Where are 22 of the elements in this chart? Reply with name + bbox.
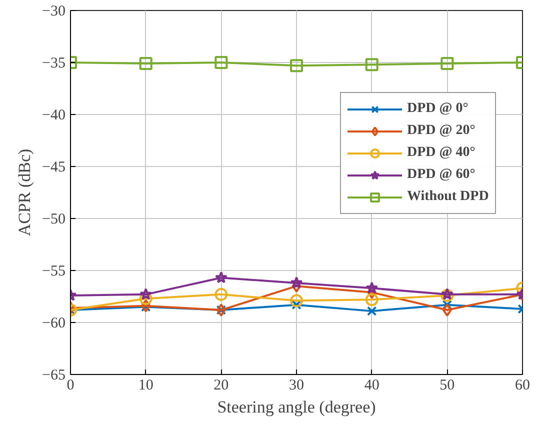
x-tick-label: 60: [515, 378, 530, 394]
x-axis-title: Steering angle (degree): [217, 398, 376, 416]
x-tick-label: 30: [289, 378, 304, 394]
legend-label: DPD @ 60°: [407, 167, 476, 183]
y-tick-label: −50: [42, 212, 66, 228]
x-tick-label: 20: [214, 378, 229, 394]
legend-label: Without DPD: [407, 189, 489, 205]
x-tick-label: 50: [440, 378, 455, 394]
x-tick-label: 40: [364, 378, 380, 394]
legend-label: DPD @ 40°: [407, 145, 476, 161]
y-tick-label: −35: [42, 56, 66, 72]
y-tick-label: −30: [42, 4, 66, 20]
y-tick-label: −65: [42, 368, 66, 384]
y-tick-label: −55: [42, 264, 66, 280]
y-tick-label: −40: [42, 108, 66, 124]
x-tick-label: 10: [138, 378, 154, 394]
x-tick-label: 0: [66, 378, 74, 394]
legend-label: DPD @ 0°: [407, 101, 468, 117]
y-tick-label: −45: [42, 160, 66, 176]
y-tick-label: −60: [42, 316, 66, 332]
y-axis-title: ACPR (dBc): [15, 148, 34, 236]
legend-label: DPD @ 20°: [407, 123, 476, 139]
